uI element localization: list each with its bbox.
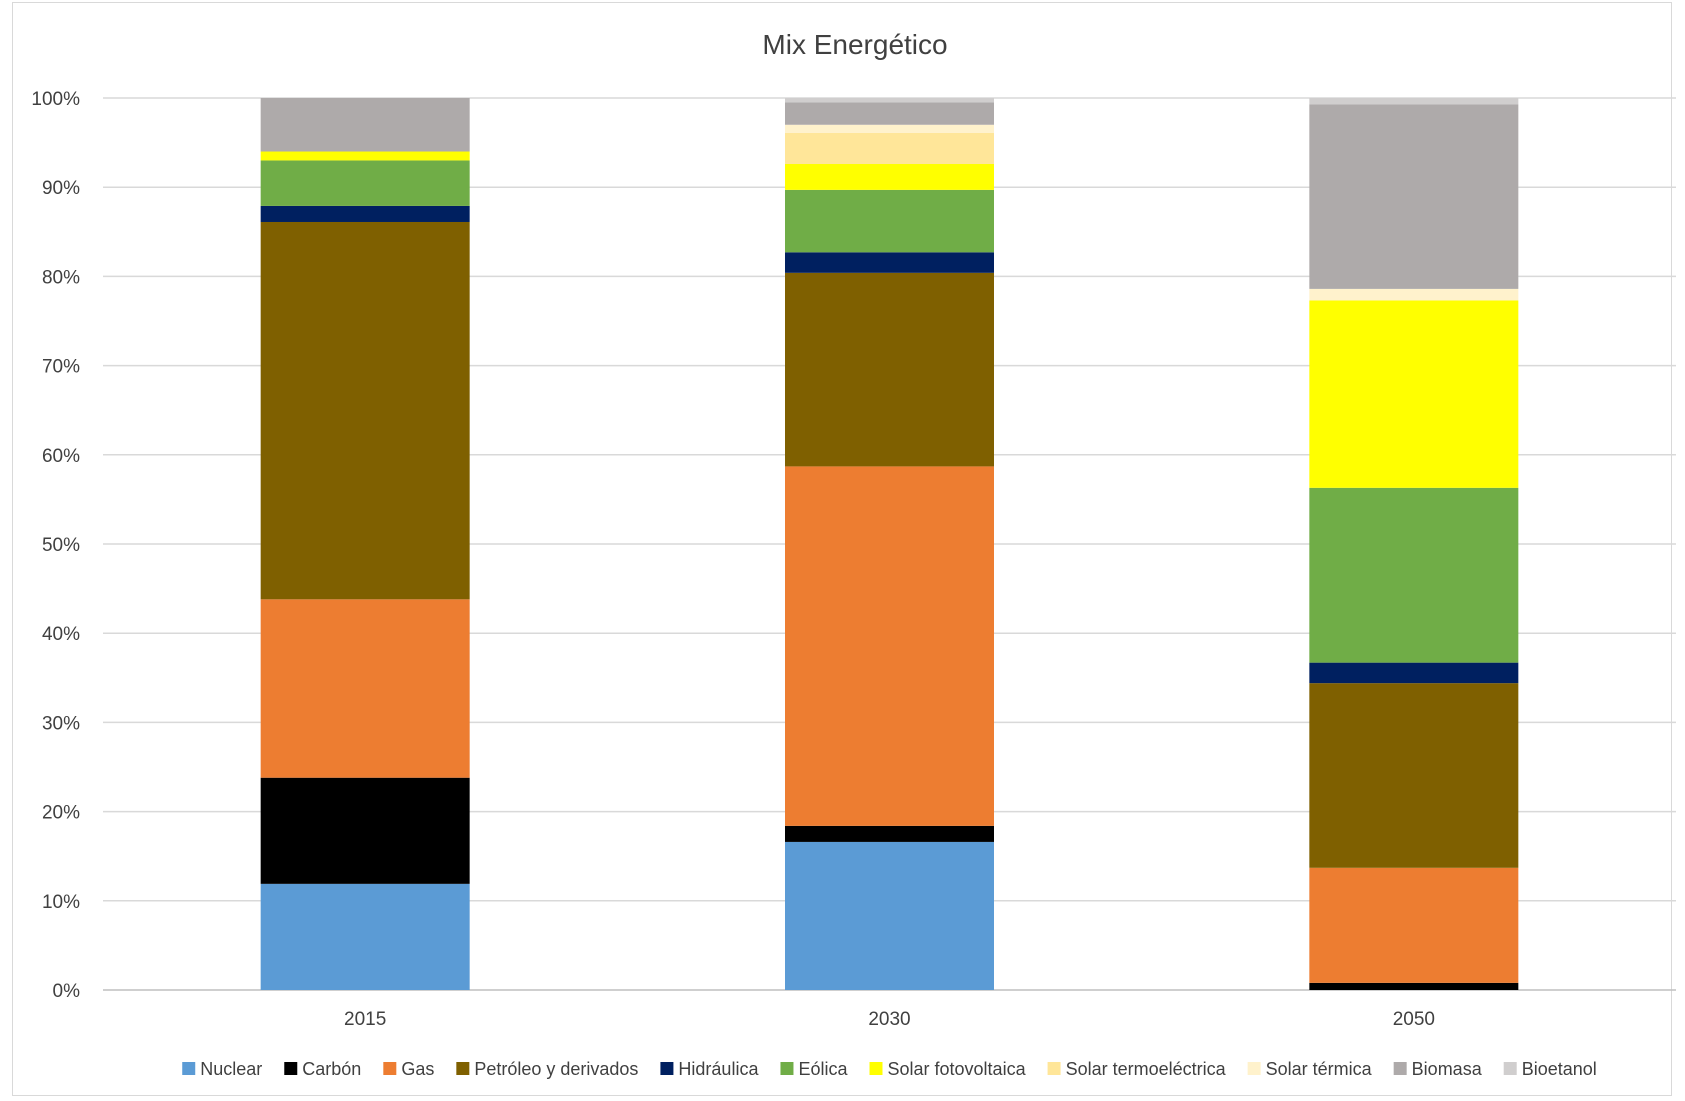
x-axis-ticks: 2015 2030 2050 [344, 1009, 1435, 1030]
bar-segment [260, 160, 470, 206]
legend-swatch [1393, 1062, 1407, 1075]
legend-swatch [780, 1062, 794, 1075]
legend-swatch [456, 1062, 470, 1075]
legend-swatch [182, 1062, 196, 1075]
legend-item: Nuclear [182, 1059, 262, 1079]
bar-segment [260, 221, 470, 600]
bar-segment [785, 124, 994, 133]
legend-label: Nuclear [200, 1059, 262, 1079]
legend-label: Solar térmica [1266, 1059, 1373, 1079]
y-tick-label: 10% [42, 892, 80, 913]
legend-label: Hidráulica [678, 1059, 759, 1079]
legend-item: Hidráulica [660, 1059, 759, 1079]
legend-item: Gas [383, 1059, 434, 1079]
legend-label: Gas [401, 1059, 434, 1079]
bar-segment [260, 205, 470, 222]
bar-segment [260, 599, 470, 778]
y-tick-label: 40% [42, 624, 80, 645]
y-tick-label: 70% [42, 357, 80, 378]
legend-label: Bioetanol [1522, 1059, 1597, 1079]
y-tick-label: 0% [53, 981, 81, 1002]
bar-segment [1309, 662, 1519, 684]
x-tick-label: 2030 [868, 1009, 910, 1030]
legend-item: Solar fotovoltaica [869, 1059, 1027, 1079]
bar-segment [1309, 98, 1519, 105]
bar-segment [785, 189, 994, 253]
bar-segment [785, 164, 994, 190]
legend-item: Bioetanol [1503, 1059, 1597, 1079]
bar-segment [260, 883, 470, 990]
x-tick-label: 2050 [1393, 1009, 1435, 1030]
bars [260, 98, 1519, 990]
y-tick-label: 20% [42, 803, 80, 824]
y-tick-label: 60% [42, 446, 80, 467]
legend-label: Solar termoeléctrica [1066, 1059, 1227, 1079]
bar-segment [785, 102, 994, 125]
legend-swatch [660, 1062, 674, 1075]
bar-segment [260, 777, 470, 884]
bar-segment [1309, 982, 1519, 990]
bar-segment [785, 132, 994, 165]
legend-item: Petróleo y derivados [456, 1059, 638, 1079]
bar-segment [785, 98, 994, 103]
legend-swatch [383, 1062, 397, 1075]
bar-segment [785, 841, 994, 990]
legend-item: Carbón [284, 1059, 361, 1079]
bar-segment [260, 151, 470, 161]
legend-label: Carbón [302, 1059, 361, 1079]
bar-segment [1309, 683, 1519, 868]
bar-segment [785, 252, 994, 273]
legend-item: Biomasa [1393, 1059, 1483, 1079]
legend-swatch [869, 1062, 883, 1075]
y-tick-label: 90% [42, 178, 80, 199]
bar-segment [260, 98, 470, 152]
legend-item: Solar térmica [1247, 1059, 1373, 1079]
legend-swatch [1503, 1062, 1517, 1075]
bar-segment [1309, 867, 1519, 983]
y-tick-label: 30% [42, 713, 80, 734]
y-axis-ticks: 0% 10% 20% 30% 40% 50% 60% 70% 80% 90% 100% [31, 89, 80, 1002]
legend-label: Solar fotovoltaica [888, 1059, 1027, 1079]
y-tick-label: 80% [42, 267, 80, 288]
y-tick-label: 100% [31, 89, 80, 110]
legend-label: Petróleo y derivados [474, 1059, 638, 1079]
y-tick-label: 50% [42, 535, 80, 556]
bar-segment [785, 272, 994, 467]
legend-item: Solar termoeléctrica [1047, 1059, 1227, 1079]
chart-title: Mix Energético [762, 29, 947, 60]
bar-segment [1309, 487, 1519, 663]
legend-swatch [284, 1062, 298, 1075]
legend-label: Biomasa [1412, 1059, 1483, 1079]
bar-segment [1309, 104, 1519, 289]
x-tick-label: 2015 [344, 1009, 386, 1030]
legend-swatch [1047, 1062, 1061, 1075]
legend-item: Eólica [780, 1059, 848, 1079]
bar-segment [1309, 300, 1519, 488]
legend-swatch [1247, 1062, 1261, 1075]
legend: Nuclear Carbón Gas Petróleo y derivados Hidr… [182, 1059, 1597, 1079]
bar-segment [1309, 288, 1519, 301]
bar-segment [785, 825, 994, 842]
legend-label: Eólica [798, 1059, 848, 1079]
bar-segment [785, 466, 994, 826]
